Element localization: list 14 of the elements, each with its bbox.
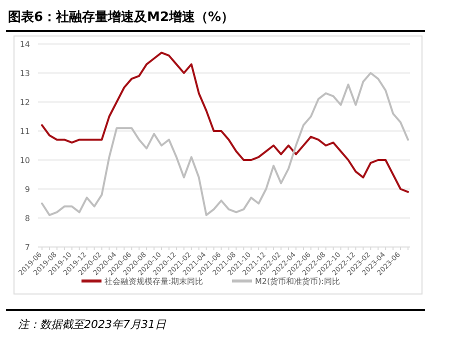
legend-label: 社会融资规模存量:期末同比 <box>104 277 204 286</box>
y-tick-label: 8 <box>24 214 30 223</box>
y-tick-label: 12 <box>20 98 30 107</box>
chart-title: 图表6：社融存量增速及M2增速（%） <box>8 9 234 25</box>
y-tick-label: 14 <box>20 40 30 49</box>
y-tick-label: 10 <box>20 156 30 165</box>
y-tick-label: 9 <box>24 185 30 194</box>
text: 注：数据截至2023年7月31日 <box>18 318 167 331</box>
line-series <box>41 72 409 216</box>
y-tick-label: 11 <box>20 127 30 136</box>
y-tick-label: 13 <box>20 69 30 78</box>
line-series <box>41 52 409 193</box>
y-tick-label: 7 <box>24 243 30 252</box>
legend-label: M2(货币和准货币):同比 <box>255 277 340 286</box>
